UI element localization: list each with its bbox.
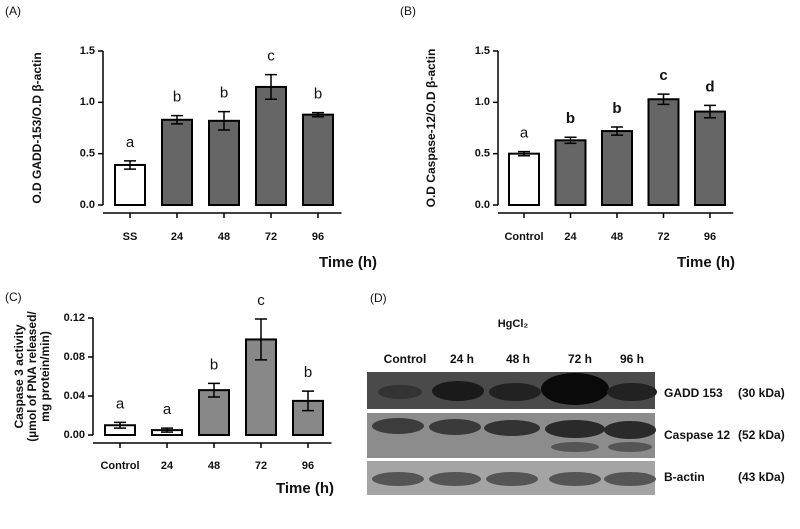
error-bar [124,160,136,170]
error-bar [611,126,623,136]
significance-letter: a [116,395,125,412]
panel-label: (C) [5,290,22,304]
x-axis-label: Time (h) [276,480,334,497]
x-axis-label: Time (h) [677,254,735,271]
panel-label: (A) [5,4,21,18]
significance-letter: c [659,67,667,84]
significance-letter: b [304,364,312,381]
y-tick-label: 0.5 [475,148,490,160]
y-tick-label: 0.12 [64,312,85,324]
lane-label: 96 h [620,352,644,366]
error-bar [302,390,314,412]
row-label: Caspase 12 [664,428,730,442]
x-tick-label: 72 [657,231,669,243]
significance-letter: b [210,356,218,373]
bar [255,85,287,206]
error-bar [704,104,716,119]
error-bar [171,114,183,125]
bar [601,130,633,206]
error-bar [657,93,670,106]
significance-letter: b [173,89,181,106]
bar [694,110,726,206]
row-size: (52 kDa) [738,428,785,442]
significance-letter: c [267,48,275,65]
x-tick-label: Control [100,460,139,472]
bar [647,98,680,206]
bar [302,113,334,206]
x-tick-label: 72 [265,231,277,243]
x-tick-label: SS [123,231,138,243]
lane-label: Control [384,352,427,366]
error-bar [255,318,267,361]
x-tick-label: 96 [302,460,314,472]
error-bar [161,427,173,433]
bar [114,163,146,207]
y-tick-label: 1.0 [80,96,95,108]
y-tick-label: 0.00 [64,429,85,441]
significance-letter: c [257,292,265,309]
significance-letter: b [612,100,621,117]
bar [161,118,193,206]
y-tick-label: 0.5 [80,148,95,160]
blot-image [367,372,657,495]
x-tick-label: 48 [218,231,230,243]
y-axis-label: O.D Caspase-12/O.D β-actin [424,49,438,208]
panel-label: (B) [400,4,416,18]
y-tick-label: 0.0 [80,199,95,211]
y-tick-label: 0.0 [475,199,490,211]
error-bar [218,110,230,131]
error-bar [518,150,530,157]
error-bar [208,382,220,398]
x-tick-label: 24 [171,231,184,243]
significance-letter: d [705,78,714,95]
x-tick-label: 48 [611,231,623,243]
row-size: (30 kDa) [738,386,785,400]
y-tick-label: 1.5 [475,45,490,57]
bar [292,399,324,436]
x-axis-label: Time (h) [319,254,377,271]
x-tick-label: 24 [161,460,174,472]
x-tick-label: 96 [312,231,324,243]
significance-letter: a [126,134,135,151]
y-axis-label: O.D GADD-153/O.D β-actin [30,52,44,203]
x-tick-label: 72 [255,460,267,472]
row-size: (43 kDa) [738,470,785,484]
bar [208,119,240,206]
x-tick-label: 96 [704,231,716,243]
error-bar [114,421,126,429]
y-tick-label: 0.04 [64,390,86,402]
bar [508,152,540,207]
significance-letter: b [220,85,228,102]
lane-label: 24 h [450,352,474,366]
y-tick-label: 1.5 [80,45,95,57]
row-label: GADD 153 [664,386,723,400]
row-label: B-actin [664,470,705,484]
panel-label: (D) [370,291,387,305]
error-bar [312,111,324,118]
significance-letter: b [314,86,322,103]
treatment-label: HgCl₂ [498,318,529,330]
x-tick-label: Control [504,231,543,243]
y-tick-label: 1.0 [475,96,490,108]
significance-letter: b [566,110,575,127]
y-axis-label: mg protein/min) [38,331,52,422]
significance-letter: a [163,401,172,418]
error-bar [564,136,577,145]
error-bar [265,73,277,101]
y-axis-label: Caspase 3 activity [12,324,26,428]
bar [554,139,587,207]
significance-letter: a [520,125,529,142]
x-tick-label: 24 [564,231,577,243]
y-tick-label: 0.08 [64,351,85,363]
x-tick-label: 48 [208,460,220,472]
y-axis-label: (µmol of PNA released/ [25,311,39,442]
lane-label: 48 h [506,352,530,366]
lane-label: 72 h [568,352,592,366]
